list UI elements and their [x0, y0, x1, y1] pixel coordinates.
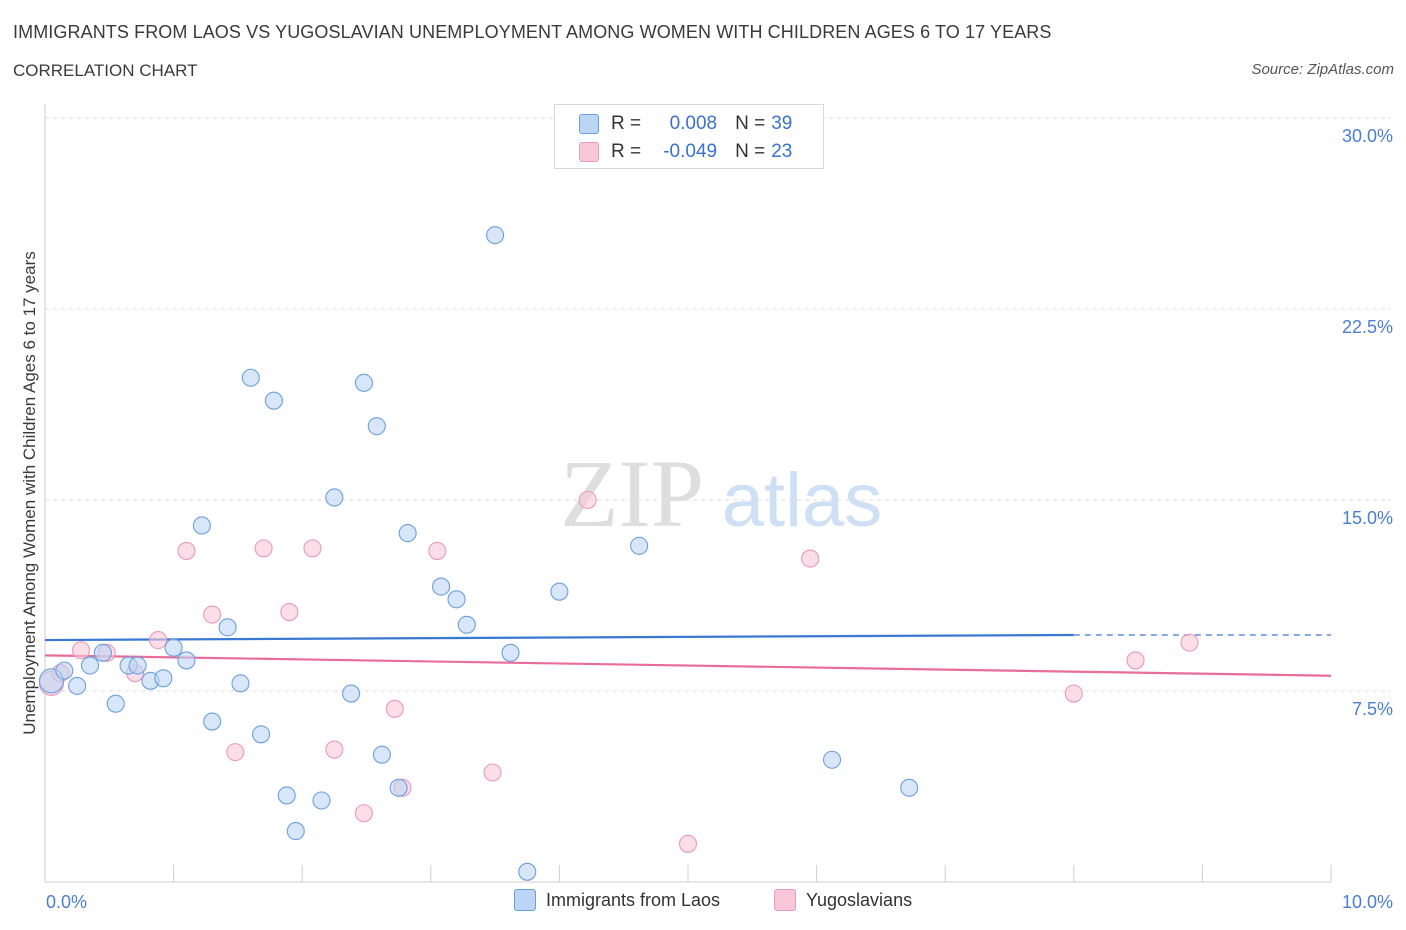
data-point-laos [177, 651, 196, 670]
axes [44, 104, 1332, 883]
data-point-laos [192, 516, 211, 535]
n-label: N = [735, 113, 766, 134]
data-point-laos [312, 791, 331, 810]
data-point-laos [501, 643, 520, 662]
series-legend: Immigrants from Laos Yugoslavians [0, 889, 1406, 915]
r-value: 0.008 [669, 113, 718, 134]
data-point-laos [218, 618, 237, 637]
data-point-laos [432, 577, 451, 596]
chart-subtitle: CORRELATION CHART [13, 61, 198, 80]
data-point-yugoslavians [325, 740, 344, 759]
data-point-laos [55, 661, 74, 680]
legend-swatch-yugoslavians [774, 889, 796, 911]
data-point-laos [80, 656, 100, 675]
data-point-yugoslavians [483, 763, 502, 782]
data-point-laos [398, 524, 417, 543]
data-point-laos [342, 684, 361, 703]
y-tick-label: 22.5% [1342, 317, 1393, 337]
y-axis-label: Unemployment Among Women with Children A… [20, 251, 39, 735]
legend-swatch-yugoslavians [579, 142, 599, 162]
source-credit: Source: ZipAtlas.com [1251, 61, 1394, 78]
data-point-yugoslavians [678, 834, 698, 853]
data-point-laos [325, 488, 344, 507]
data-point-yugoslavians [71, 641, 91, 660]
data-point-laos [822, 750, 842, 769]
data-point-yugoslavians [1126, 651, 1145, 670]
n-value: 39 [771, 113, 793, 134]
data-point-laos [354, 373, 373, 392]
trend-lines [44, 633, 1332, 677]
data-point-laos [128, 656, 147, 675]
n-value: 23 [771, 141, 793, 162]
tick-labels: 7.5% 15.0% 22.5% 30.0% 0.0% 10.0% [46, 126, 1393, 912]
data-point-yugoslavians [254, 539, 273, 558]
data-point-yugoslavians [428, 541, 447, 560]
data-point-yugoslavians [177, 541, 196, 560]
data-point-yugoslavians [149, 631, 168, 650]
legend-label-yugoslavians: Yugoslavians [806, 889, 913, 910]
n-label: N = [735, 141, 766, 162]
data-point-laos [518, 862, 537, 881]
data-point-yugoslavians [1180, 633, 1199, 652]
y-tick-label: 30.0% [1342, 126, 1393, 146]
data-point-laos [106, 694, 125, 713]
data-point-laos [231, 674, 250, 693]
legend-row-laos: R = 0.008 N = 39 [579, 110, 792, 138]
data-point-laos [251, 725, 271, 744]
data-point-laos [241, 368, 260, 387]
data-point-yugoslavians [578, 490, 597, 510]
data-point-laos [457, 615, 476, 634]
data-points [38, 226, 1199, 881]
x-tick-label: 0.0% [46, 892, 87, 912]
legend-item-laos: Immigrants from Laos [514, 889, 720, 911]
grid-lines [45, 117, 1391, 692]
legend-item-yugoslavians: Yugoslavians [774, 889, 912, 911]
data-point-laos [154, 669, 173, 688]
data-point-yugoslavians [280, 603, 299, 622]
data-point-laos [68, 676, 87, 695]
data-point-yugoslavians [1064, 684, 1083, 703]
data-point-laos [286, 822, 305, 841]
data-point-laos [372, 745, 391, 764]
data-point-yugoslavians [801, 549, 820, 568]
data-point-laos [630, 536, 649, 555]
data-point-yugoslavians [226, 743, 245, 762]
data-point-yugoslavians [385, 699, 404, 718]
legend-swatch-laos [579, 114, 599, 134]
data-point-yugoslavians [303, 539, 322, 558]
watermark: ZIP atlas [560, 440, 882, 547]
y-tick-label: 7.5% [1352, 699, 1393, 719]
correlation-legend: R = 0.008 N = 39 R = -0.049 N = 23 [554, 104, 824, 169]
x-tick-label: 10.0% [1342, 892, 1393, 912]
r-label: R = [611, 141, 642, 162]
r-value: -0.049 [663, 141, 718, 162]
trend-line-laos [44, 633, 1074, 642]
legend-label-laos: Immigrants from Laos [546, 889, 721, 910]
y-tick-label: 15.0% [1342, 508, 1393, 528]
data-point-laos [203, 712, 222, 731]
legend-swatch-laos [514, 889, 536, 911]
data-point-yugoslavians [203, 605, 222, 624]
watermark-atlas: atlas [722, 458, 883, 543]
data-point-yugoslavians [354, 804, 373, 823]
data-point-laos [277, 786, 296, 805]
chart-title: IMMIGRANTS FROM LAOS VS YUGOSLAVIAN UNEM… [13, 22, 1052, 42]
trend-line-yugoslavians [44, 654, 1332, 677]
data-point-laos [900, 778, 919, 797]
data-point-laos [264, 391, 283, 410]
data-point-laos [486, 226, 505, 245]
legend-row-yugoslavians: R = -0.049 N = 23 [579, 138, 792, 166]
r-label: R = [611, 113, 642, 134]
data-point-laos [367, 417, 386, 436]
data-point-laos [550, 582, 569, 601]
data-point-laos [447, 590, 466, 609]
data-point-laos [164, 638, 183, 657]
data-point-laos [93, 643, 112, 662]
data-point-laos [389, 778, 408, 797]
